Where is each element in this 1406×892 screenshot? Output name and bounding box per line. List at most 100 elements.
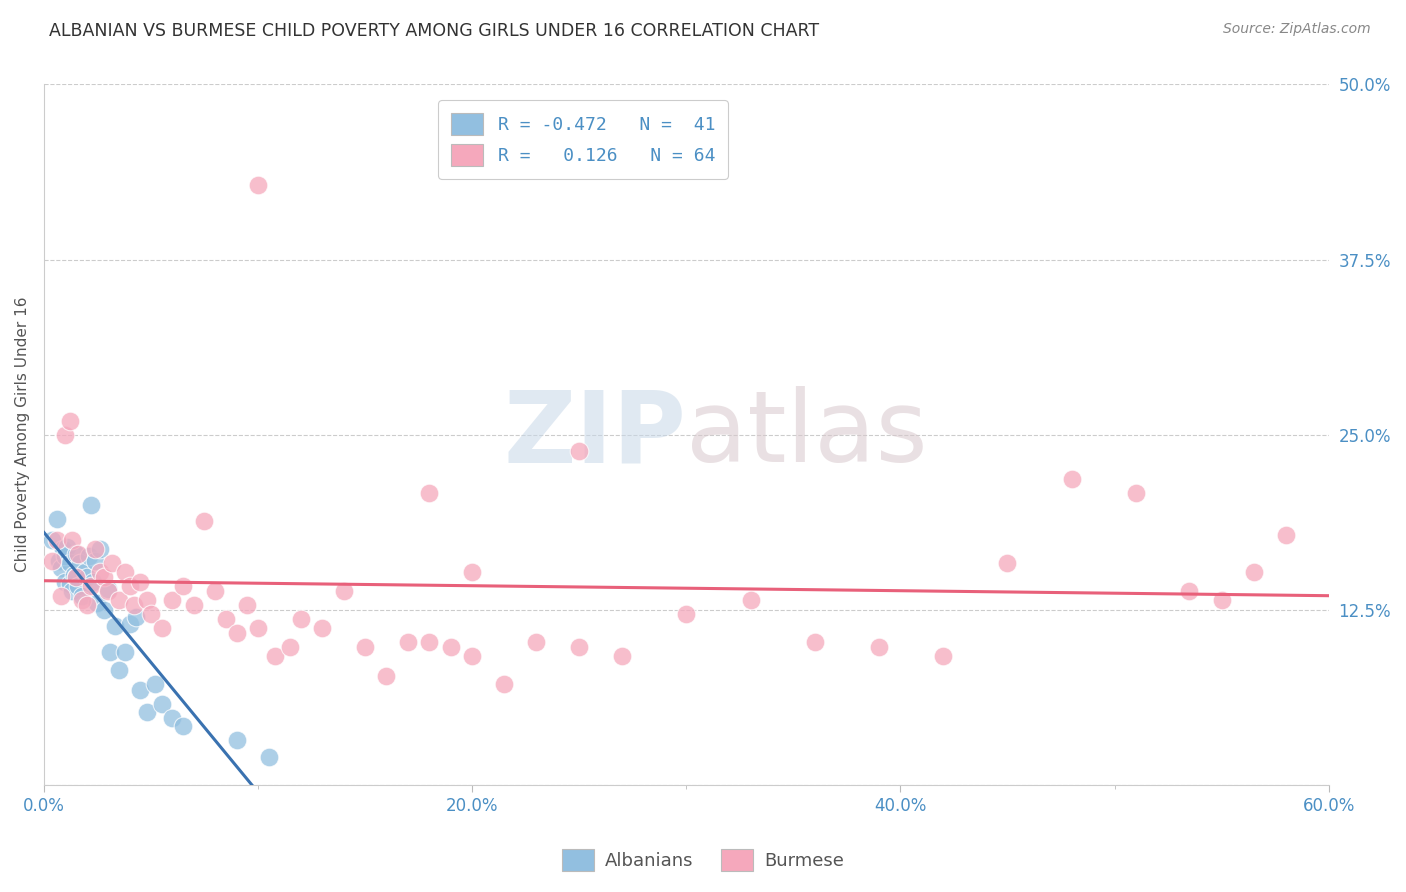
Point bbox=[997, 557, 1019, 571]
Point bbox=[53, 574, 76, 589]
Point bbox=[58, 577, 80, 591]
Point bbox=[48, 554, 70, 568]
Y-axis label: Child Poverty Among Girls Under 16: Child Poverty Among Girls Under 16 bbox=[15, 297, 30, 573]
Point bbox=[67, 579, 90, 593]
Point bbox=[290, 612, 312, 626]
Point bbox=[257, 749, 280, 764]
Point bbox=[740, 593, 762, 607]
Point bbox=[139, 607, 162, 621]
Point bbox=[101, 557, 124, 571]
Point bbox=[524, 635, 547, 649]
Point bbox=[108, 663, 131, 677]
Point bbox=[58, 414, 80, 428]
Point bbox=[67, 547, 90, 561]
Point bbox=[150, 697, 173, 711]
Point bbox=[93, 602, 115, 616]
Point bbox=[45, 511, 67, 525]
Point bbox=[118, 616, 141, 631]
Point bbox=[52, 542, 75, 557]
Point bbox=[236, 599, 259, 613]
Point bbox=[49, 560, 72, 574]
Point bbox=[396, 635, 419, 649]
Point bbox=[49, 589, 72, 603]
Point bbox=[58, 557, 80, 571]
Text: Source: ZipAtlas.com: Source: ZipAtlas.com bbox=[1223, 22, 1371, 37]
Point bbox=[89, 542, 111, 557]
Point bbox=[98, 645, 121, 659]
Point bbox=[56, 540, 79, 554]
Point bbox=[76, 599, 98, 613]
Point bbox=[143, 677, 166, 691]
Point bbox=[354, 640, 377, 655]
Point bbox=[103, 619, 125, 633]
Point bbox=[135, 593, 157, 607]
Point bbox=[868, 640, 890, 655]
Point bbox=[247, 621, 270, 635]
Point bbox=[73, 565, 96, 579]
Point bbox=[53, 549, 76, 564]
Point bbox=[41, 533, 63, 547]
Point bbox=[118, 579, 141, 593]
Point bbox=[84, 554, 107, 568]
Point bbox=[461, 565, 484, 579]
Point bbox=[65, 547, 87, 561]
Point bbox=[568, 444, 591, 458]
Legend: Albanians, Burmese: Albanians, Burmese bbox=[555, 842, 851, 879]
Point bbox=[129, 682, 152, 697]
Point bbox=[932, 648, 955, 663]
Point bbox=[440, 640, 463, 655]
Point bbox=[193, 515, 215, 529]
Point bbox=[80, 579, 103, 593]
Point bbox=[72, 589, 94, 603]
Legend: R = -0.472   N =  41, R =   0.126   N = 64: R = -0.472 N = 41, R = 0.126 N = 64 bbox=[439, 101, 728, 178]
Point bbox=[1060, 472, 1083, 486]
Point bbox=[97, 582, 120, 596]
Point bbox=[247, 178, 270, 193]
Point bbox=[108, 593, 131, 607]
Point bbox=[675, 607, 697, 621]
Point bbox=[125, 609, 148, 624]
Point bbox=[69, 557, 91, 571]
Text: ZIP: ZIP bbox=[503, 386, 686, 483]
Point bbox=[172, 579, 194, 593]
Point bbox=[162, 593, 184, 607]
Point bbox=[63, 567, 86, 582]
Point bbox=[1125, 486, 1147, 500]
Point bbox=[65, 570, 87, 584]
Point bbox=[278, 640, 301, 655]
Point bbox=[1211, 593, 1233, 607]
Point bbox=[225, 626, 247, 640]
Point bbox=[77, 549, 100, 564]
Point bbox=[97, 584, 120, 599]
Point bbox=[375, 668, 398, 682]
Point bbox=[72, 593, 94, 607]
Text: ALBANIAN VS BURMESE CHILD POVERTY AMONG GIRLS UNDER 16 CORRELATION CHART: ALBANIAN VS BURMESE CHILD POVERTY AMONG … bbox=[49, 22, 820, 40]
Point bbox=[82, 574, 104, 589]
Point bbox=[1178, 584, 1201, 599]
Point bbox=[135, 705, 157, 719]
Point bbox=[311, 621, 333, 635]
Point bbox=[1275, 528, 1298, 542]
Point bbox=[162, 710, 184, 724]
Point bbox=[45, 533, 67, 547]
Point bbox=[93, 570, 115, 584]
Point bbox=[264, 648, 287, 663]
Point bbox=[418, 486, 440, 500]
Point bbox=[225, 733, 247, 747]
Point bbox=[114, 645, 136, 659]
Point bbox=[122, 599, 145, 613]
Point bbox=[80, 498, 103, 512]
Text: atlas: atlas bbox=[686, 386, 928, 483]
Point bbox=[86, 596, 108, 610]
Point bbox=[204, 584, 226, 599]
Point bbox=[1243, 565, 1265, 579]
Point bbox=[65, 570, 87, 584]
Point bbox=[183, 599, 205, 613]
Point bbox=[568, 640, 591, 655]
Point bbox=[129, 574, 152, 589]
Point bbox=[172, 719, 194, 733]
Point bbox=[215, 612, 238, 626]
Point bbox=[60, 584, 83, 599]
Point bbox=[461, 648, 484, 663]
Point bbox=[89, 565, 111, 579]
